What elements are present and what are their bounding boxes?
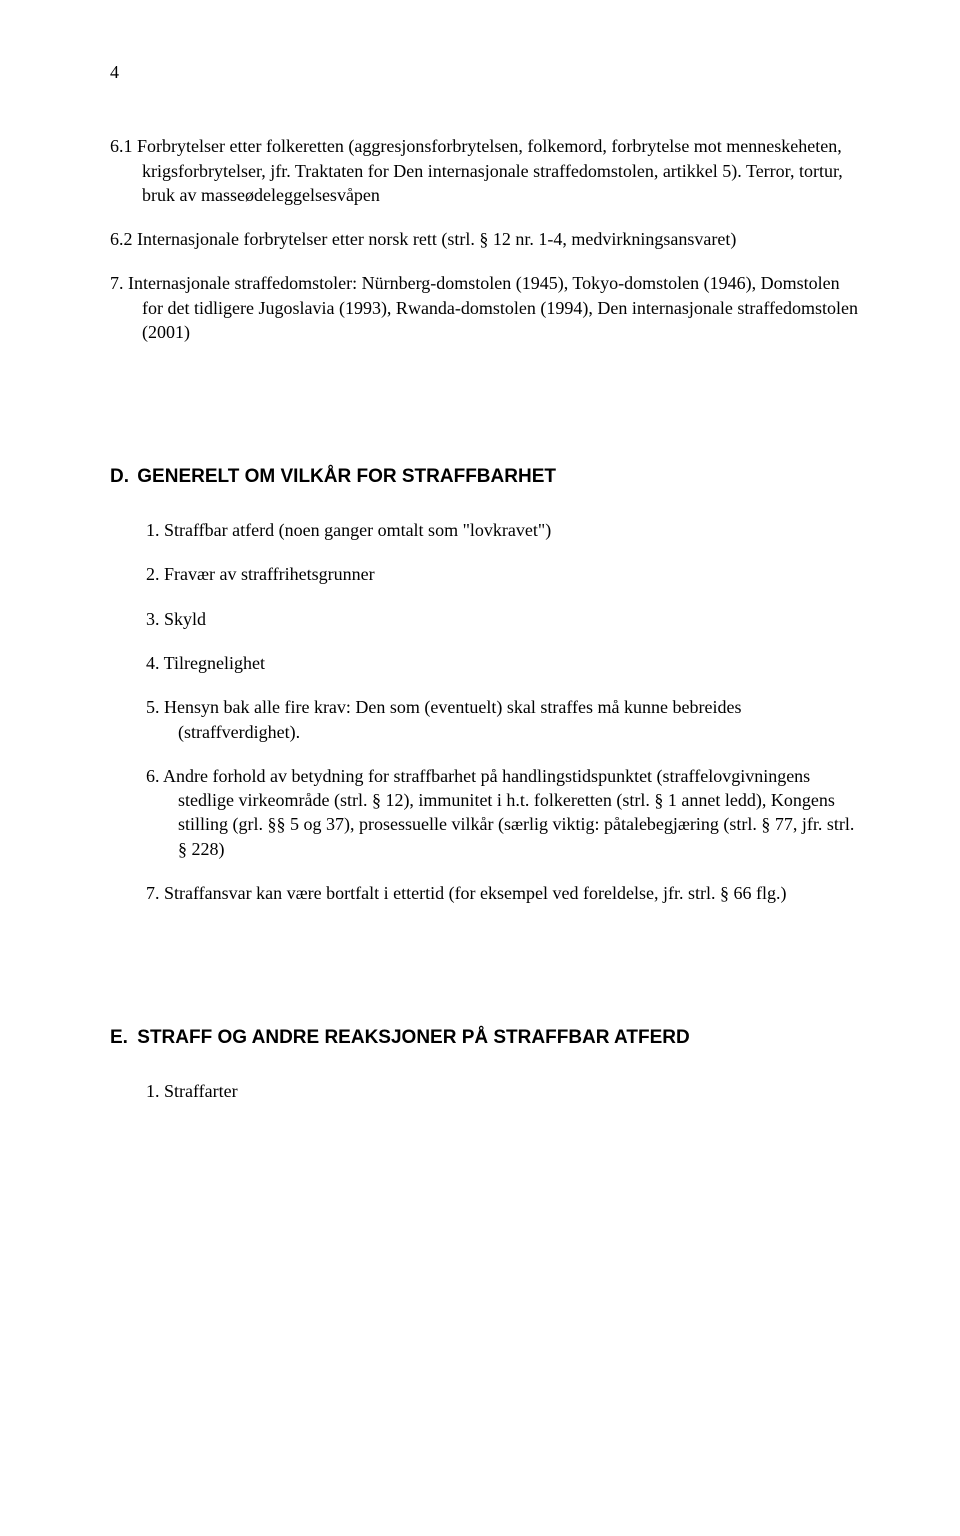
item-7: 7. Internasjonale straffedomstoler: Nürn…: [110, 271, 860, 344]
d-item-2: 2. Fravær av straffrihetsgrunner: [146, 562, 860, 586]
heading-e-title: STRAFF OG ANDRE REAKSJONER PÅ STRAFFBAR …: [137, 1027, 689, 1048]
d-item-6: 6. Andre forhold av betydning for straff…: [146, 764, 860, 861]
page-number: 4: [110, 60, 860, 84]
heading-d: D. GENERELT OM VILKÅR FOR STRAFFBARHET: [110, 464, 860, 490]
d-item-3: 3. Skyld: [146, 607, 860, 631]
heading-e-letter: E.: [110, 1025, 132, 1051]
e-item-1: 1. Straffarter: [146, 1079, 860, 1103]
item-6-1: 6.1 Forbrytelser etter folkeretten (aggr…: [110, 134, 860, 207]
item-6-2: 6.2 Internasjonale forbrytelser etter no…: [110, 227, 860, 251]
d-item-4: 4. Tilregnelighet: [146, 651, 860, 675]
heading-e: E. STRAFF OG ANDRE REAKSJONER PÅ STRAFFB…: [110, 1025, 860, 1051]
heading-d-letter: D.: [110, 464, 132, 490]
d-item-1: 1. Straffbar atferd (noen ganger omtalt …: [146, 518, 860, 542]
heading-d-title: GENERELT OM VILKÅR FOR STRAFFBARHET: [137, 466, 556, 487]
d-item-5: 5. Hensyn bak alle fire krav: Den som (e…: [146, 695, 860, 744]
d-item-7: 7. Straffansvar kan være bortfalt i ette…: [146, 881, 860, 905]
